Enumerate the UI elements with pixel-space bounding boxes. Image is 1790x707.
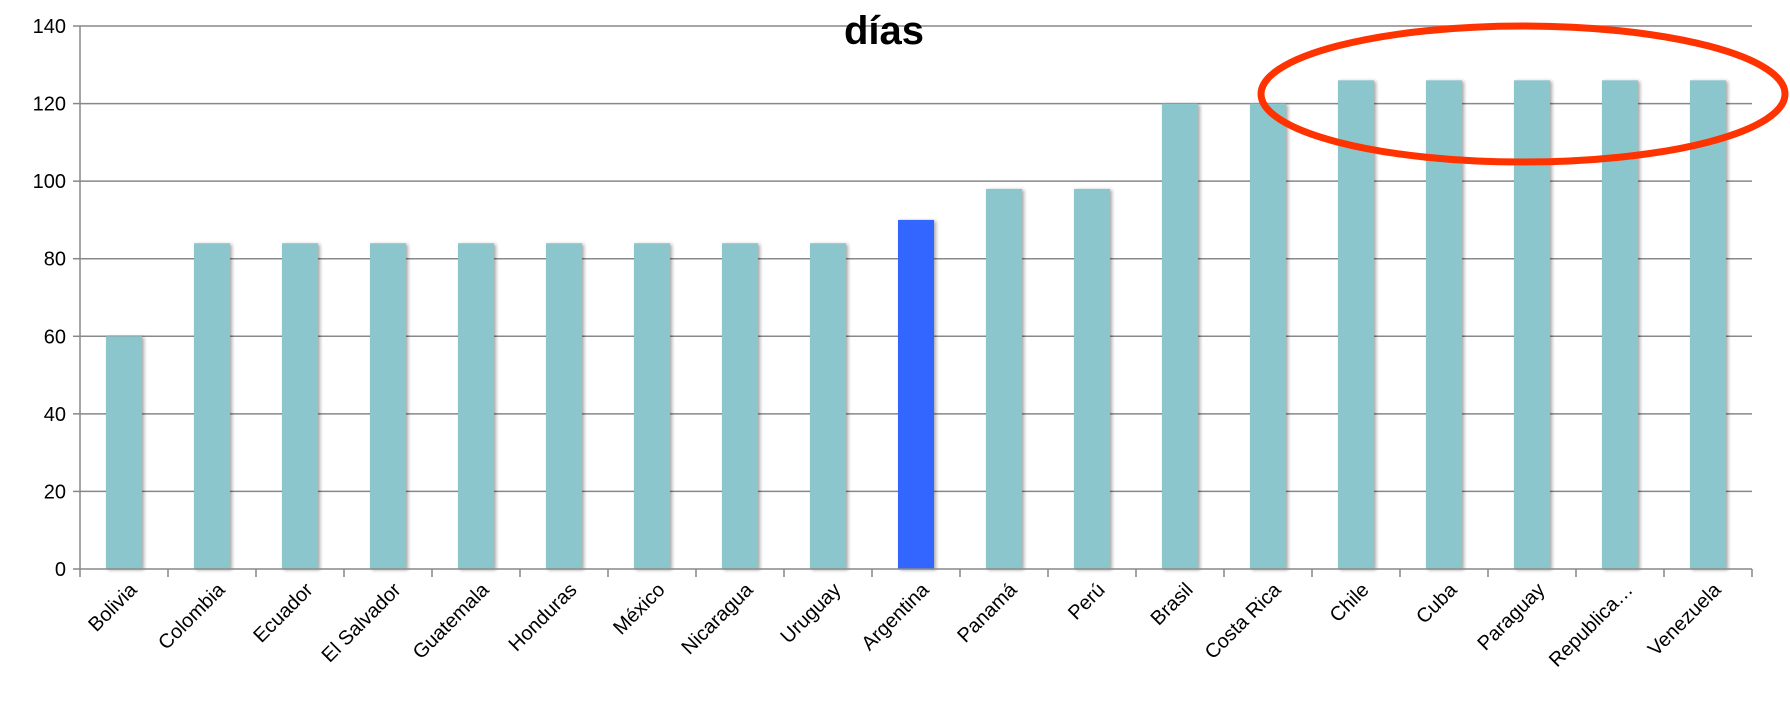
x-tick-label: Chile: [1326, 579, 1374, 627]
chart-title: días: [844, 9, 924, 53]
x-tick-label: Perú: [1064, 579, 1109, 624]
bar-2: [282, 243, 318, 569]
x-tick-label: Nicaragua: [678, 578, 759, 659]
x-tick-label: Guatemala: [409, 578, 494, 663]
x-tick-label: Republica…: [1545, 579, 1638, 672]
bar-13: [1250, 103, 1286, 570]
x-axis-labels: Bolivia Colombia Ecuador El Salvador Guatema…: [84, 578, 1726, 671]
y-tick-label: 60: [44, 326, 66, 348]
x-tick-label: Honduras: [505, 579, 582, 656]
bar-15: [1426, 80, 1462, 570]
bar-18: [1690, 80, 1726, 570]
y-tick-label: 140: [33, 16, 66, 38]
x-tick-label: Ecuador: [249, 579, 317, 647]
x-tick-label: Brasil: [1147, 579, 1198, 630]
annotation-ellipse: [1257, 22, 1789, 166]
x-tick-label: Venezuela: [1644, 578, 1726, 660]
bar-7: [722, 243, 758, 569]
x-tick-label: Cuba: [1412, 578, 1462, 628]
bar-11: [1074, 188, 1110, 569]
bar-16: [1514, 80, 1550, 570]
bar-14: [1338, 80, 1374, 570]
bar-1: [194, 243, 230, 569]
bar-6: [634, 243, 670, 569]
x-tick-label: Costa Rica: [1201, 578, 1286, 663]
y-tick-label: 40: [44, 404, 66, 426]
axes: [79, 26, 1753, 577]
x-tick-label: Argentina: [857, 578, 934, 655]
x-tick-label: El Salvador: [318, 579, 406, 667]
bar-4: [458, 243, 494, 569]
y-tick-label: 100: [33, 171, 66, 193]
x-tick-label: Bolivia: [84, 578, 142, 636]
y-tick-label: 0: [55, 559, 66, 581]
bar-5: [546, 243, 582, 569]
bars: [106, 80, 1726, 570]
bar-0: [106, 336, 142, 569]
x-tick-label: Paraguay: [1473, 579, 1549, 655]
y-axis-ticks: 0 20 40 60 80 100 120 140: [33, 16, 80, 581]
x-tick-label: Uruguay: [777, 579, 846, 648]
bar-9: [898, 219, 934, 569]
bar-10: [986, 188, 1022, 569]
y-tick-label: 80: [44, 249, 66, 271]
x-tick-label: Colombia: [154, 578, 230, 654]
x-tick-label: Panamá: [953, 578, 1022, 647]
bar-8: [810, 243, 846, 569]
x-tick-label: México: [609, 579, 669, 639]
y-tick-label: 120: [33, 94, 66, 116]
y-tick-label: 20: [44, 481, 66, 503]
bar-12: [1162, 103, 1198, 570]
bar-3: [370, 243, 406, 569]
